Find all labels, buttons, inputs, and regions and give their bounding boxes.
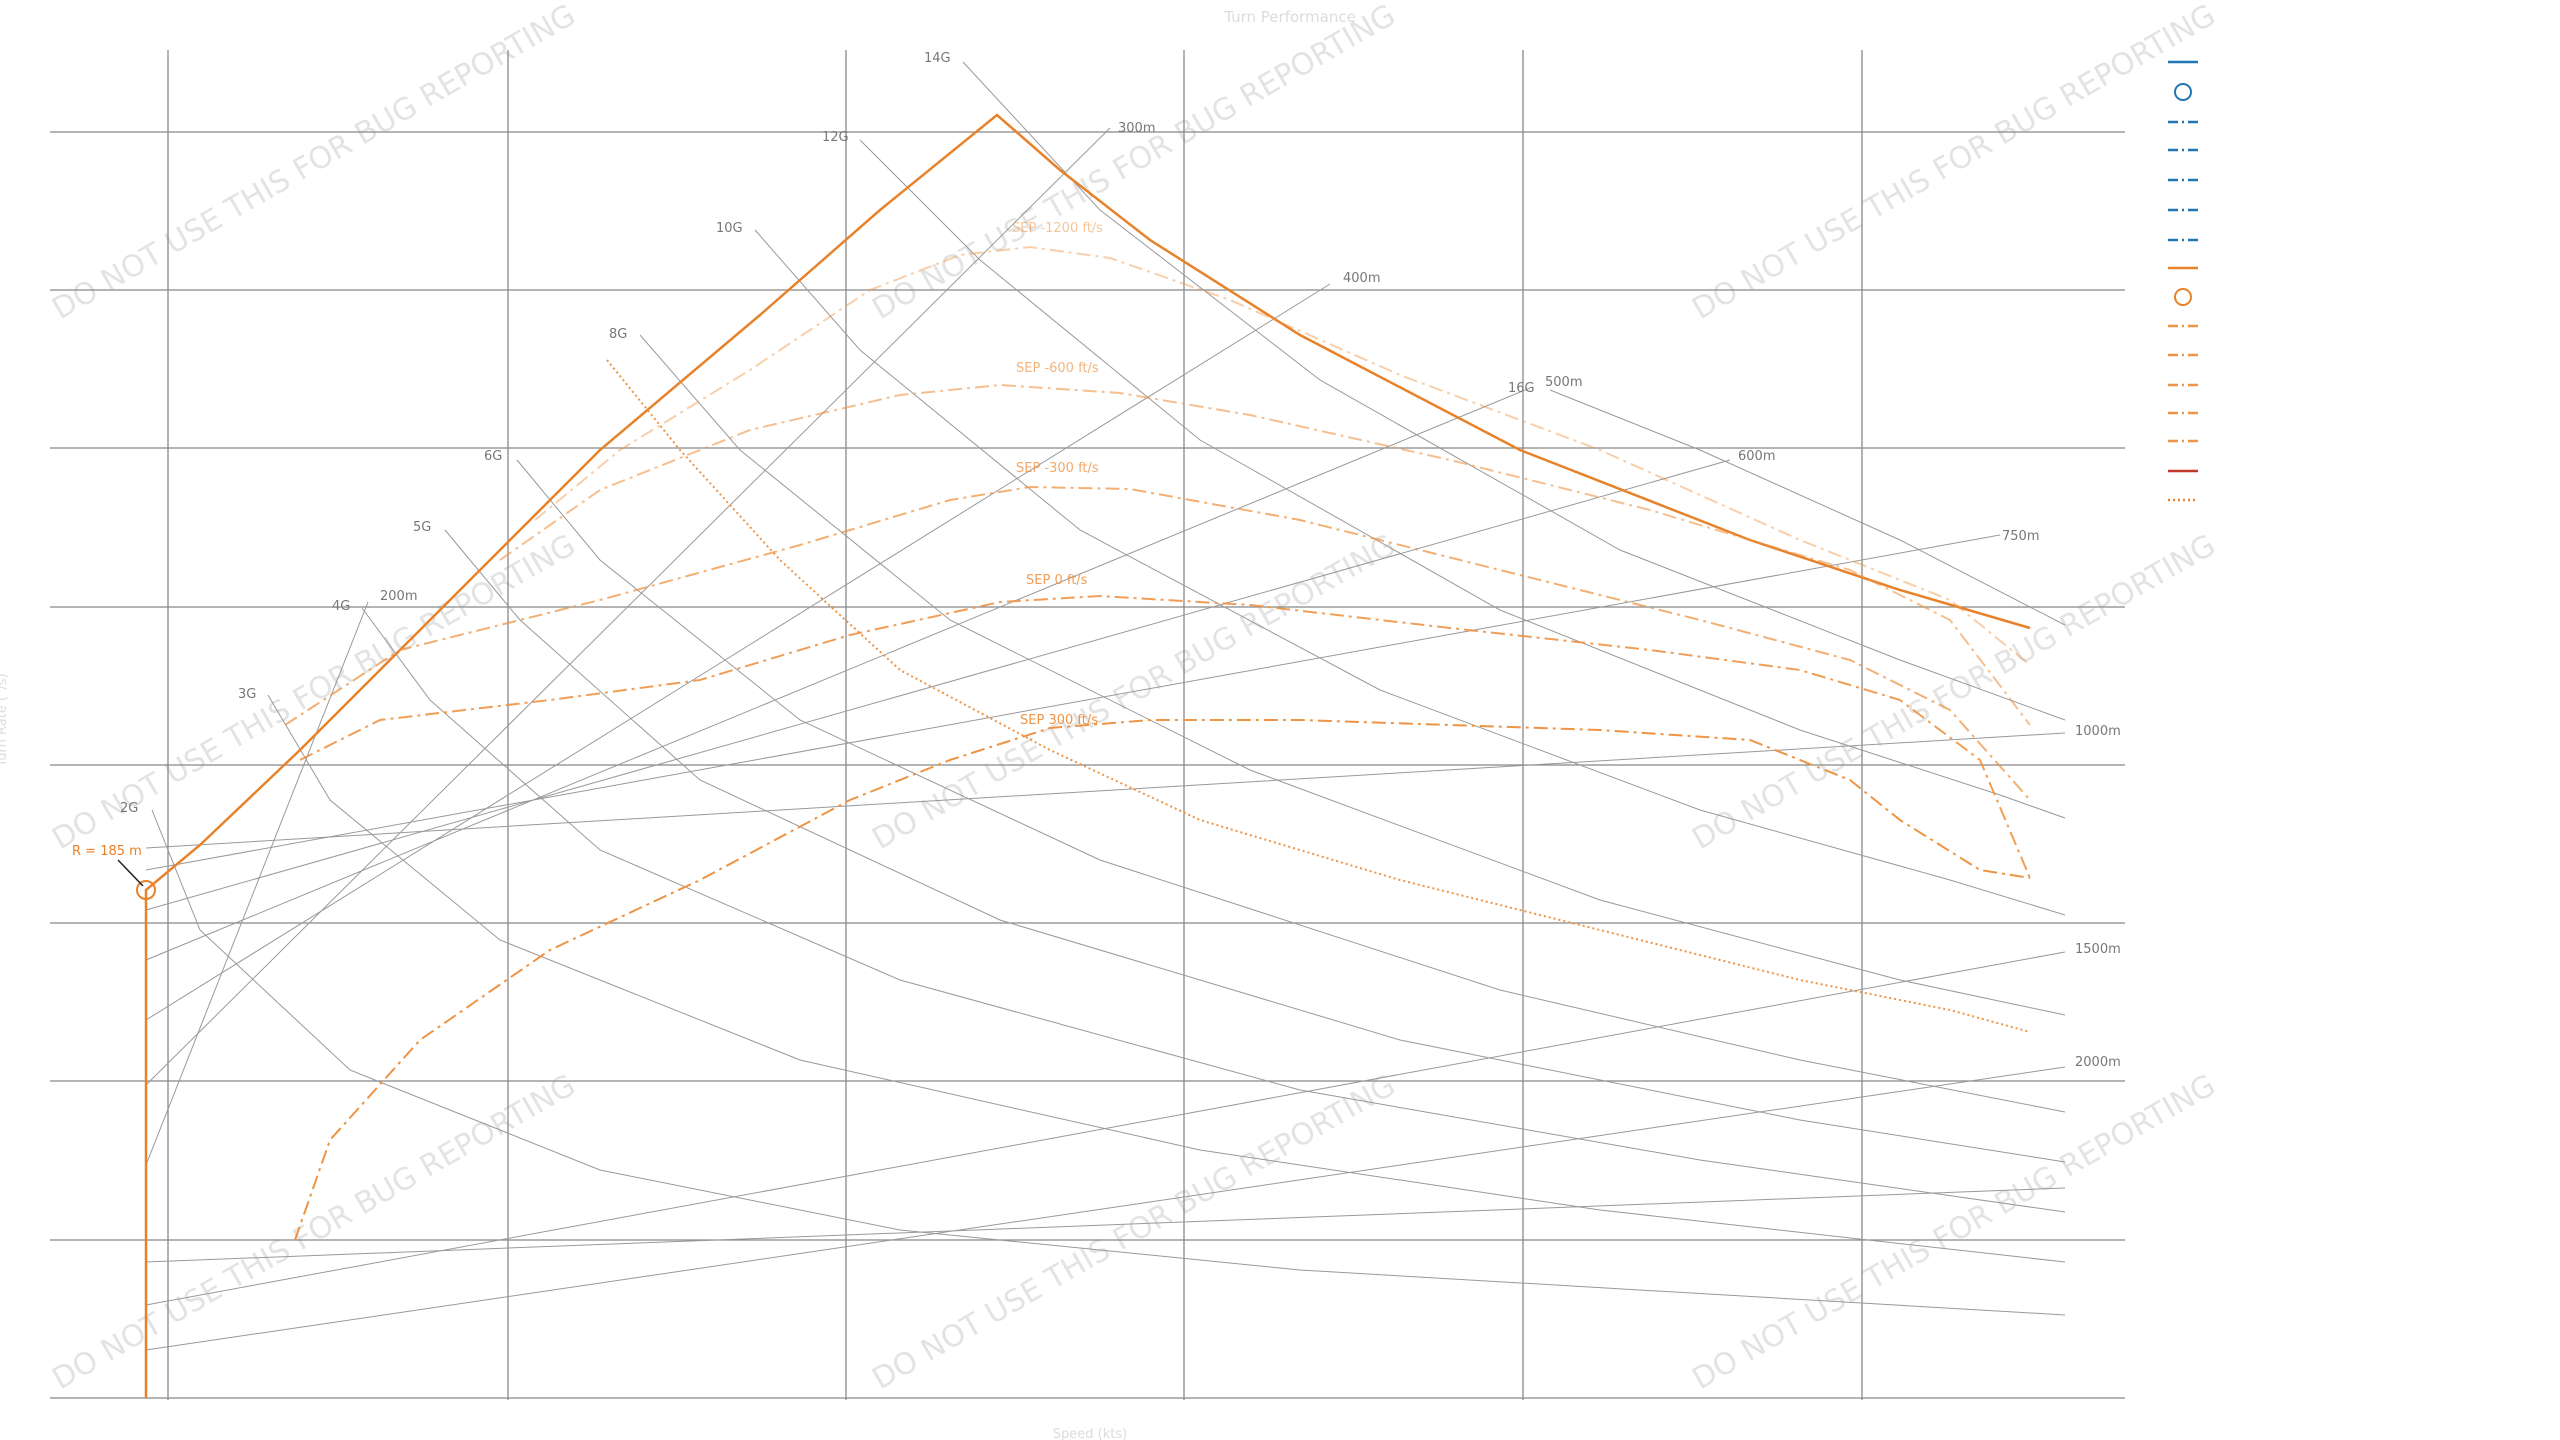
watermark-text: DO NOT USE THIS FOR BUG REPORTING xyxy=(47,1068,582,1397)
load-factor-curve xyxy=(754,229,2066,916)
load-factor-and-radius-guides xyxy=(145,61,2066,1351)
sep-label: SEP 300 ft/s xyxy=(1020,713,1098,728)
load-factor-label: 14G xyxy=(924,51,951,66)
radius-line xyxy=(145,1187,2066,1263)
radius-label: 750m xyxy=(2002,529,2039,544)
radius-line xyxy=(145,951,2066,1306)
load-factor-curve xyxy=(444,529,2066,1163)
radius-label: 500m xyxy=(1545,375,1582,390)
y-axis-label: Turn Rate (°/s) xyxy=(0,673,10,767)
radius-label: 1500m xyxy=(2075,942,2121,957)
radius-line xyxy=(145,732,2066,849)
load-factor-label: 12G xyxy=(822,130,849,145)
x-axis-label: Speed (kts) xyxy=(1053,1427,1127,1440)
radius-label: 200m xyxy=(380,589,417,604)
sep-curve xyxy=(299,594,2031,879)
radius-label: 600m xyxy=(1738,449,1775,464)
chart-title: Turn Performance xyxy=(1223,8,1356,26)
load-factor-curve xyxy=(859,139,2066,819)
radius-line xyxy=(145,283,1331,1021)
sep-label: SEP -1200 ft/s xyxy=(1012,221,1103,236)
load-factor-label: 5G xyxy=(413,520,431,535)
watermark-text: DO NOT USE THIS FOR BUG REPORTING xyxy=(47,0,582,327)
sep-label: SEP -300 ft/s xyxy=(1016,461,1099,476)
load-factor-curve xyxy=(1549,389,2066,626)
load-factor-label: 3G xyxy=(238,687,256,702)
load-factor-curve xyxy=(516,459,2066,1113)
sep-label: SEP -600 ft/s xyxy=(1016,361,1099,376)
radius-label: 300m xyxy=(1118,121,1155,136)
load-factor-label: 2G xyxy=(120,801,138,816)
watermark-text: DO NOT USE THIS FOR BUG REPORTING xyxy=(867,0,1402,327)
radius-line xyxy=(145,459,1731,911)
radius-line xyxy=(145,387,1531,961)
legend-marker xyxy=(2174,288,2192,306)
load-factor-label: 4G xyxy=(332,599,350,614)
legend-marker xyxy=(2174,83,2192,101)
watermark-text: DO NOT USE THIS FOR BUG REPORTING xyxy=(1687,0,2222,327)
watermark-text: DO NOT USE THIS FOR BUG REPORTING xyxy=(1687,1068,2222,1397)
radius-label: 2000m xyxy=(2075,1055,2121,1070)
sep-curve xyxy=(534,245,2031,666)
max-turn-envelope xyxy=(144,113,2031,1398)
annotation-arrow xyxy=(117,859,144,887)
sep-curve xyxy=(284,485,2031,801)
load-factor-curve xyxy=(151,809,2066,1316)
data-series xyxy=(144,113,2031,1398)
load-factor-label: 10G xyxy=(716,221,743,236)
marker-circle xyxy=(136,880,156,900)
load-factor-curve xyxy=(962,61,2066,721)
load-factor-curve xyxy=(267,694,2066,1263)
sep-curve xyxy=(294,719,2031,1241)
load-factor-curve xyxy=(639,334,2066,1016)
corner-speed-marker: R = 185 m xyxy=(72,844,156,900)
load-factor-label: 16G xyxy=(1508,381,1535,396)
radius-line xyxy=(145,1066,2066,1351)
load-factor-label: 8G xyxy=(609,327,627,342)
radius-label: 1000m xyxy=(2075,724,2121,739)
watermark-text: DO NOT USE THIS FOR BUG REPORTING xyxy=(867,528,1402,857)
radius-line xyxy=(145,534,2001,871)
sep-label: SEP 0 ft/s xyxy=(1026,573,1088,588)
guide-labels: 2G 3G 4G 5G 6G 8G 10G 12G 14G 16G 200m 300m 400m 500m… xyxy=(120,51,2121,1070)
annotation-label: R = 185 m xyxy=(72,844,142,859)
load-factor-label: 6G xyxy=(484,449,502,464)
legend xyxy=(2168,60,2198,502)
radius-label: 400m xyxy=(1343,271,1380,286)
sep-curve xyxy=(499,383,2031,726)
radius-line xyxy=(145,127,1111,1086)
load-factor-curve xyxy=(361,607,2066,1213)
